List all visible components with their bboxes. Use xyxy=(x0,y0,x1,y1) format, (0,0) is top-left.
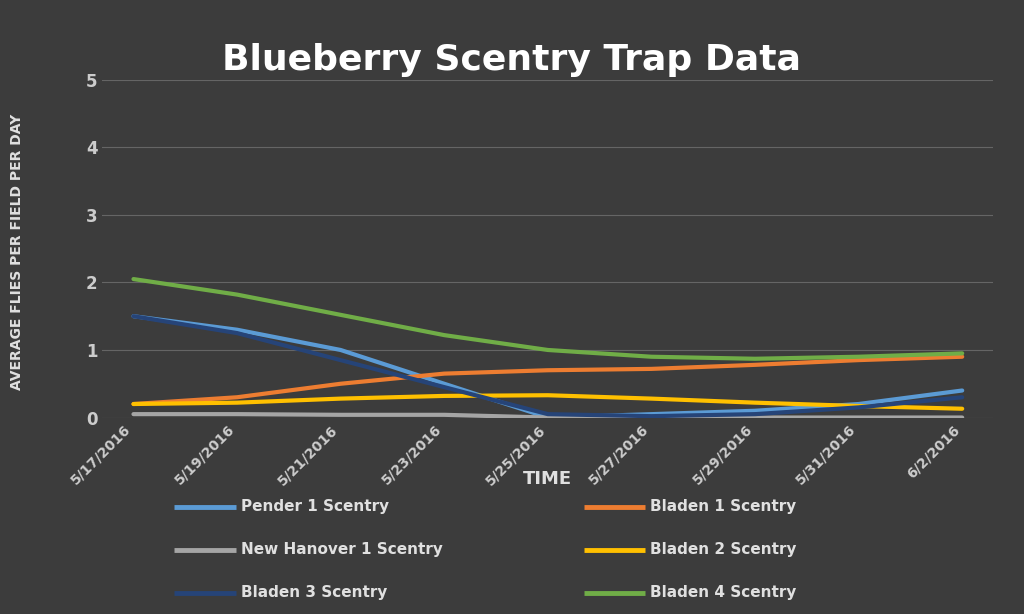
Text: Pender 1 Scentry: Pender 1 Scentry xyxy=(241,499,389,514)
Text: Blueberry Scentry Trap Data: Blueberry Scentry Trap Data xyxy=(222,43,802,77)
Text: Bladen 1 Scentry: Bladen 1 Scentry xyxy=(650,499,797,514)
Text: Bladen 2 Scentry: Bladen 2 Scentry xyxy=(650,542,797,557)
Text: AVERAGE FLIES PER FIELD PER DAY: AVERAGE FLIES PER FIELD PER DAY xyxy=(10,114,25,390)
Text: Bladen 4 Scentry: Bladen 4 Scentry xyxy=(650,585,797,600)
Text: Bladen 3 Scentry: Bladen 3 Scentry xyxy=(241,585,387,600)
Text: New Hanover 1 Scentry: New Hanover 1 Scentry xyxy=(241,542,442,557)
Text: TIME: TIME xyxy=(523,470,572,488)
